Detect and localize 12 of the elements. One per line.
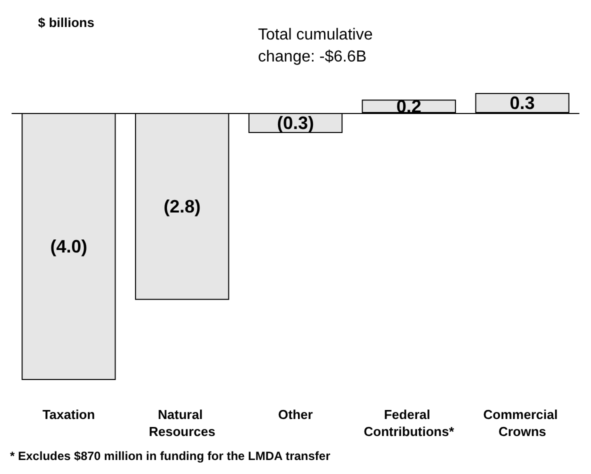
x-tick-label: Federal Contributions*: [364, 407, 455, 439]
data-label: 0.3: [510, 93, 535, 114]
x-tick-label: Commercial Crowns: [483, 407, 562, 439]
x-tick-label: Natural Resources: [148, 407, 216, 439]
data-label: (0.3): [276, 113, 314, 134]
x-tick-label: Other: [278, 407, 313, 422]
text: * Excludes $870 million in funding for the LMDA transfer: [10, 449, 331, 463]
data-label: (4.0): [50, 236, 88, 257]
data-label: (2.8): [164, 196, 201, 216]
y-axis-title: $ billions: [38, 15, 94, 30]
x-tick-label: Taxation: [42, 407, 95, 422]
text: Total cumulative change: -$6.6B: [258, 26, 378, 66]
